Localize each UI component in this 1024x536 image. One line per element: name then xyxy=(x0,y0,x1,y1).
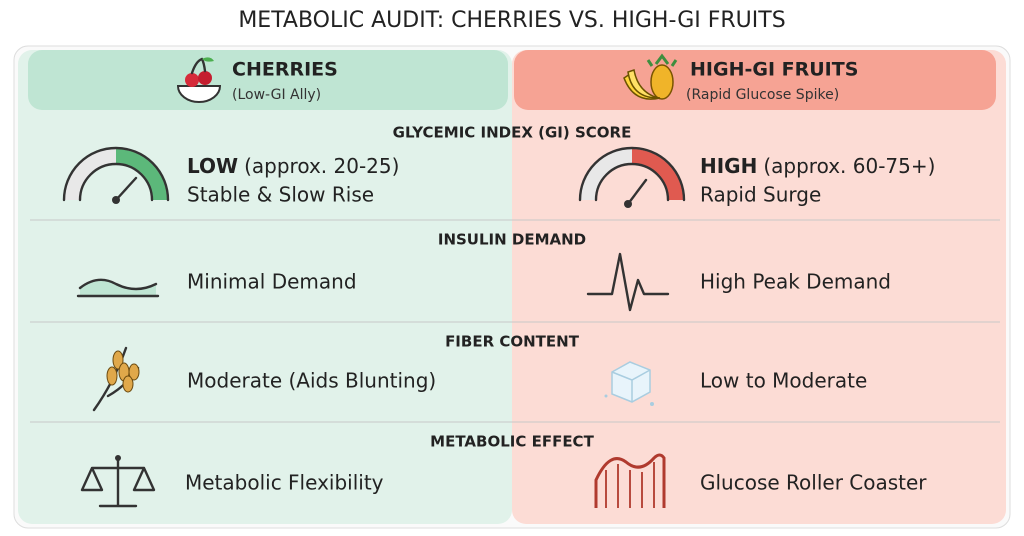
cell-text: Low to Moderate xyxy=(700,369,867,393)
section-label: METABOLIC EFFECT xyxy=(430,433,594,451)
cell-text: Minimal Demand xyxy=(187,270,357,294)
column-subtitle: (Low-GI Ally) xyxy=(232,87,321,103)
right-panel xyxy=(512,50,1006,524)
right-header xyxy=(514,50,996,110)
cell-text: HIGH (approx. 60-75+) xyxy=(700,154,935,178)
banana-pineapple-icon xyxy=(623,53,678,100)
scales-icon xyxy=(80,455,156,508)
cherry-bowl-icon xyxy=(176,57,222,103)
cell-text: Moderate (Aids Blunting) xyxy=(187,369,436,393)
cell-note: Stable & Slow Rise xyxy=(187,183,374,207)
cell-note: Rapid Surge xyxy=(700,183,821,207)
section-label: GLYCEMIC INDEX (GI) SCORE xyxy=(393,124,632,142)
cell-text: High Peak Demand xyxy=(700,270,891,294)
column-name: CHERRIES xyxy=(232,59,338,81)
cell-text: Metabolic Flexibility xyxy=(185,471,384,495)
section-label: INSULIN DEMAND xyxy=(438,231,586,249)
wheat-icon xyxy=(92,346,140,412)
column-name: HIGH-GI FRUITS xyxy=(690,59,858,81)
title: METABOLIC AUDIT: CHERRIES VS. HIGH-GI FR… xyxy=(238,8,785,33)
sugar-cube-icon xyxy=(604,361,654,406)
gauge-low-icon xyxy=(62,146,170,204)
column-subtitle: (Rapid Glucose Spike) xyxy=(686,87,839,103)
gauge-high-icon xyxy=(578,146,686,208)
section-label: FIBER CONTENT xyxy=(445,333,580,351)
cell-emphasis: HIGH xyxy=(700,154,757,178)
left-header xyxy=(28,50,508,110)
cell-detail: (approx. 60-75+) xyxy=(763,154,935,178)
spike-icon xyxy=(586,252,670,312)
cell-text: Glucose Roller Coaster xyxy=(700,471,927,495)
cell-text: LOW (approx. 20-25) xyxy=(187,154,399,178)
roller-coaster-icon xyxy=(594,453,666,508)
cell-emphasis: LOW xyxy=(187,154,238,178)
cell-detail: (approx. 20-25) xyxy=(244,154,399,178)
wave-icon xyxy=(76,278,160,298)
